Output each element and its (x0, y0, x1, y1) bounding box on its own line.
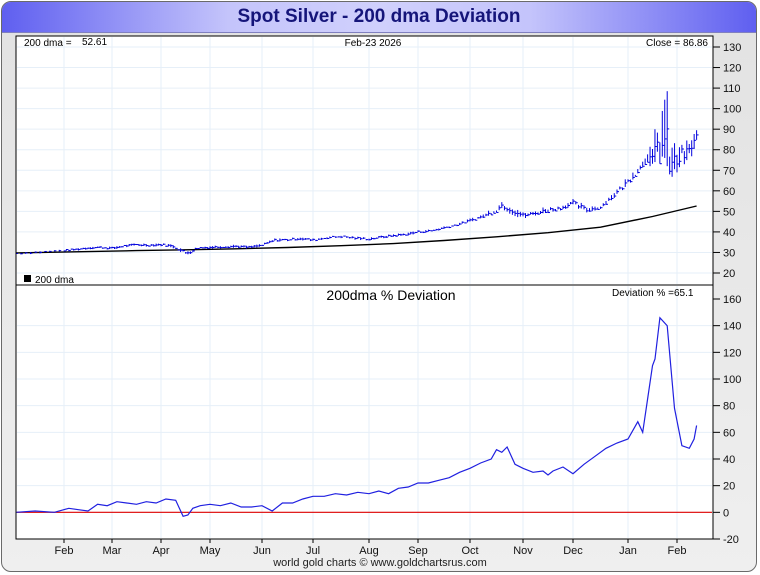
deviation-ytick-label: 160 (723, 294, 741, 306)
deviation-y-axis: 160 140 120 100 80 60 40 20 0 -20 (713, 294, 741, 546)
x-tick-label: Mar (103, 545, 122, 557)
dma-value-label: 200 dma = (24, 38, 72, 49)
deviation-panel-bg (16, 285, 713, 539)
price-ytick-label: 80 (723, 145, 735, 157)
footer-credit: world gold charts © www.goldchartsrus.co… (273, 557, 487, 569)
dma-200-line (15, 205, 697, 254)
legend-swatch-200dma (24, 275, 31, 282)
chart-title: Spot Silver - 200 dma Deviation (237, 6, 521, 27)
price-ytick-label: 100 (723, 104, 741, 116)
deviation-ytick-label: 20 (723, 481, 735, 493)
deviation-ytick-label: 100 (723, 374, 741, 386)
deviation-ytick-label: 0 (723, 507, 729, 519)
x-tick-label: Jul (306, 545, 320, 557)
price-ytick-label: 70 (723, 165, 735, 177)
legend-label-200dma: 200 dma (35, 275, 74, 286)
chart-date: Feb-23 2026 (345, 38, 402, 49)
price-panel-bg (16, 36, 713, 285)
x-tick-label: Feb (668, 545, 687, 557)
price-ytick-label: 40 (723, 227, 735, 239)
price-y-axis: 130 120 110 100 90 80 70 60 50 40 30 20 (713, 42, 741, 280)
price-ytick-label: 110 (723, 83, 741, 95)
deviation-line (15, 316, 698, 518)
title-bar: Spot Silver - 200 dma Deviation (2, 2, 756, 33)
x-tick-label: Apr (152, 545, 169, 557)
price-ytick-label: 50 (723, 206, 735, 218)
dma-value: 52.61 (82, 37, 107, 48)
close-value: Close = 86.86 (646, 38, 708, 49)
price-ytick-label: 30 (723, 247, 735, 259)
x-tick-label: Nov (513, 545, 533, 557)
x-tick-label: Jun (253, 545, 271, 557)
x-tick-label: Sep (408, 545, 428, 557)
price-ytick-label: 20 (723, 268, 735, 280)
x-tick-label: Aug (359, 545, 379, 557)
deviation-grid (17, 286, 712, 538)
x-tick-label: Dec (563, 545, 583, 557)
price-grid (17, 37, 712, 284)
deviation-ytick-label: -20 (723, 534, 739, 546)
price-ytick-label: 90 (723, 124, 735, 136)
deviation-value: Deviation % =65.1 (612, 288, 694, 299)
deviation-panel-title: 200dma % Deviation (326, 287, 455, 303)
deviation-ytick-label: 120 (723, 347, 741, 359)
price-bars (15, 91, 699, 255)
x-tick-label: Oct (461, 545, 478, 557)
deviation-ytick-label: 80 (723, 401, 735, 413)
price-ytick-label: 120 (723, 63, 741, 75)
deviation-ytick-label: 60 (723, 427, 735, 439)
x-tick-label: Jan (619, 545, 637, 557)
deviation-panel-border (15, 284, 714, 540)
deviation-ytick-label: 140 (723, 321, 741, 333)
price-ytick-label: 60 (723, 186, 735, 198)
x-tick-label: May (200, 545, 221, 557)
deviation-ytick-label: 40 (723, 454, 735, 466)
price-ytick-label: 130 (723, 42, 741, 54)
x-axis: Feb Mar Apr May Jun Jul Aug Sep Oct Nov Dec Jan Feb (55, 539, 687, 557)
x-tick-label: Feb (55, 545, 74, 557)
